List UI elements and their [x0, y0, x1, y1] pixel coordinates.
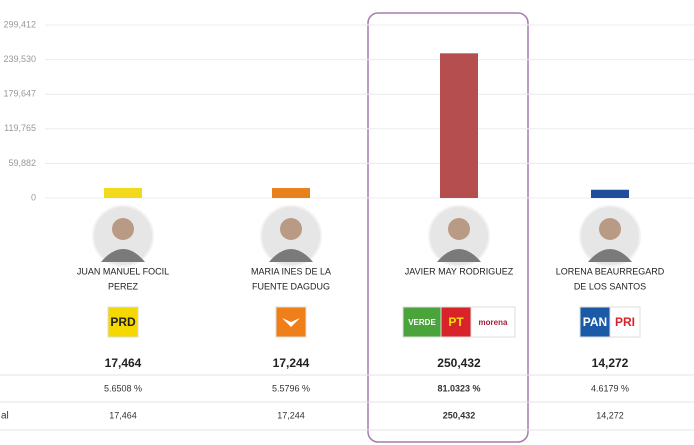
party-name: PRD — [110, 315, 136, 329]
bar — [104, 187, 142, 198]
vote-percent: 5.5796 % — [272, 383, 310, 393]
party-name: VERDE — [408, 318, 436, 327]
photo-head — [448, 218, 470, 240]
candidate-name: LORENA BEAURREGARD — [556, 266, 665, 276]
party-name: morena — [479, 318, 508, 327]
party-name: PT — [448, 315, 464, 329]
highlight-box — [367, 12, 529, 443]
vote-total: 17,464 — [109, 410, 137, 420]
y-tick-label: 59,882 — [8, 158, 36, 168]
vote-total: 250,432 — [443, 410, 476, 420]
vote-count: 17,464 — [105, 356, 142, 370]
bar — [591, 189, 629, 198]
candidate-name: JUAN MANUEL FOCIL — [77, 266, 169, 276]
party-name: PRI — [615, 315, 635, 329]
photo-body — [437, 249, 481, 262]
y-tick-label: 0 — [31, 192, 36, 202]
bar — [272, 188, 310, 198]
party-icon — [282, 318, 300, 327]
vote-percent: 81.0323 % — [437, 383, 480, 393]
vote-percent: 5.6508 % — [104, 383, 142, 393]
row-label: al — [1, 411, 9, 422]
photo-body — [101, 249, 145, 262]
candidate-name: MARIA INES DE LA — [251, 266, 331, 276]
party-logo — [470, 306, 516, 338]
candidate-name: PEREZ — [108, 281, 139, 291]
vote-count: 14,272 — [592, 356, 629, 370]
y-tick-label: 299,412 — [3, 19, 36, 29]
photo-head — [112, 218, 134, 240]
y-tick-label: 179,647 — [3, 89, 36, 99]
candidate-name: JAVIER MAY RODRIGUEZ — [405, 266, 514, 276]
party-name: PAN — [583, 315, 607, 329]
party-logo — [440, 306, 472, 338]
vote-count: 250,432 — [437, 356, 481, 370]
y-tick-label: 239,530 — [3, 54, 36, 64]
party-logo — [402, 306, 442, 338]
party-logo — [579, 306, 611, 338]
y-tick-label: 119,765 — [4, 123, 36, 133]
vote-total: 17,244 — [277, 410, 305, 420]
party-logo — [609, 306, 641, 338]
bar — [440, 53, 478, 199]
candidate-name: DE LOS SANTOS — [574, 281, 646, 291]
party-logo — [107, 306, 139, 338]
photo-head — [599, 218, 621, 240]
vote-count: 17,244 — [273, 356, 310, 370]
vote-total: 14,272 — [596, 410, 624, 420]
candidate-name: FUENTE DAGDUG — [252, 281, 330, 291]
vote-percent: 4.6179 % — [591, 383, 629, 393]
photo-body — [588, 249, 632, 262]
photo-head — [280, 218, 302, 240]
photo-body — [269, 249, 313, 262]
